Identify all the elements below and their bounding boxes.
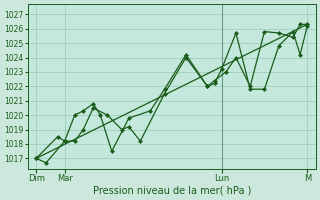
X-axis label: Pression niveau de la mer( hPa ): Pression niveau de la mer( hPa ) [92,186,251,196]
